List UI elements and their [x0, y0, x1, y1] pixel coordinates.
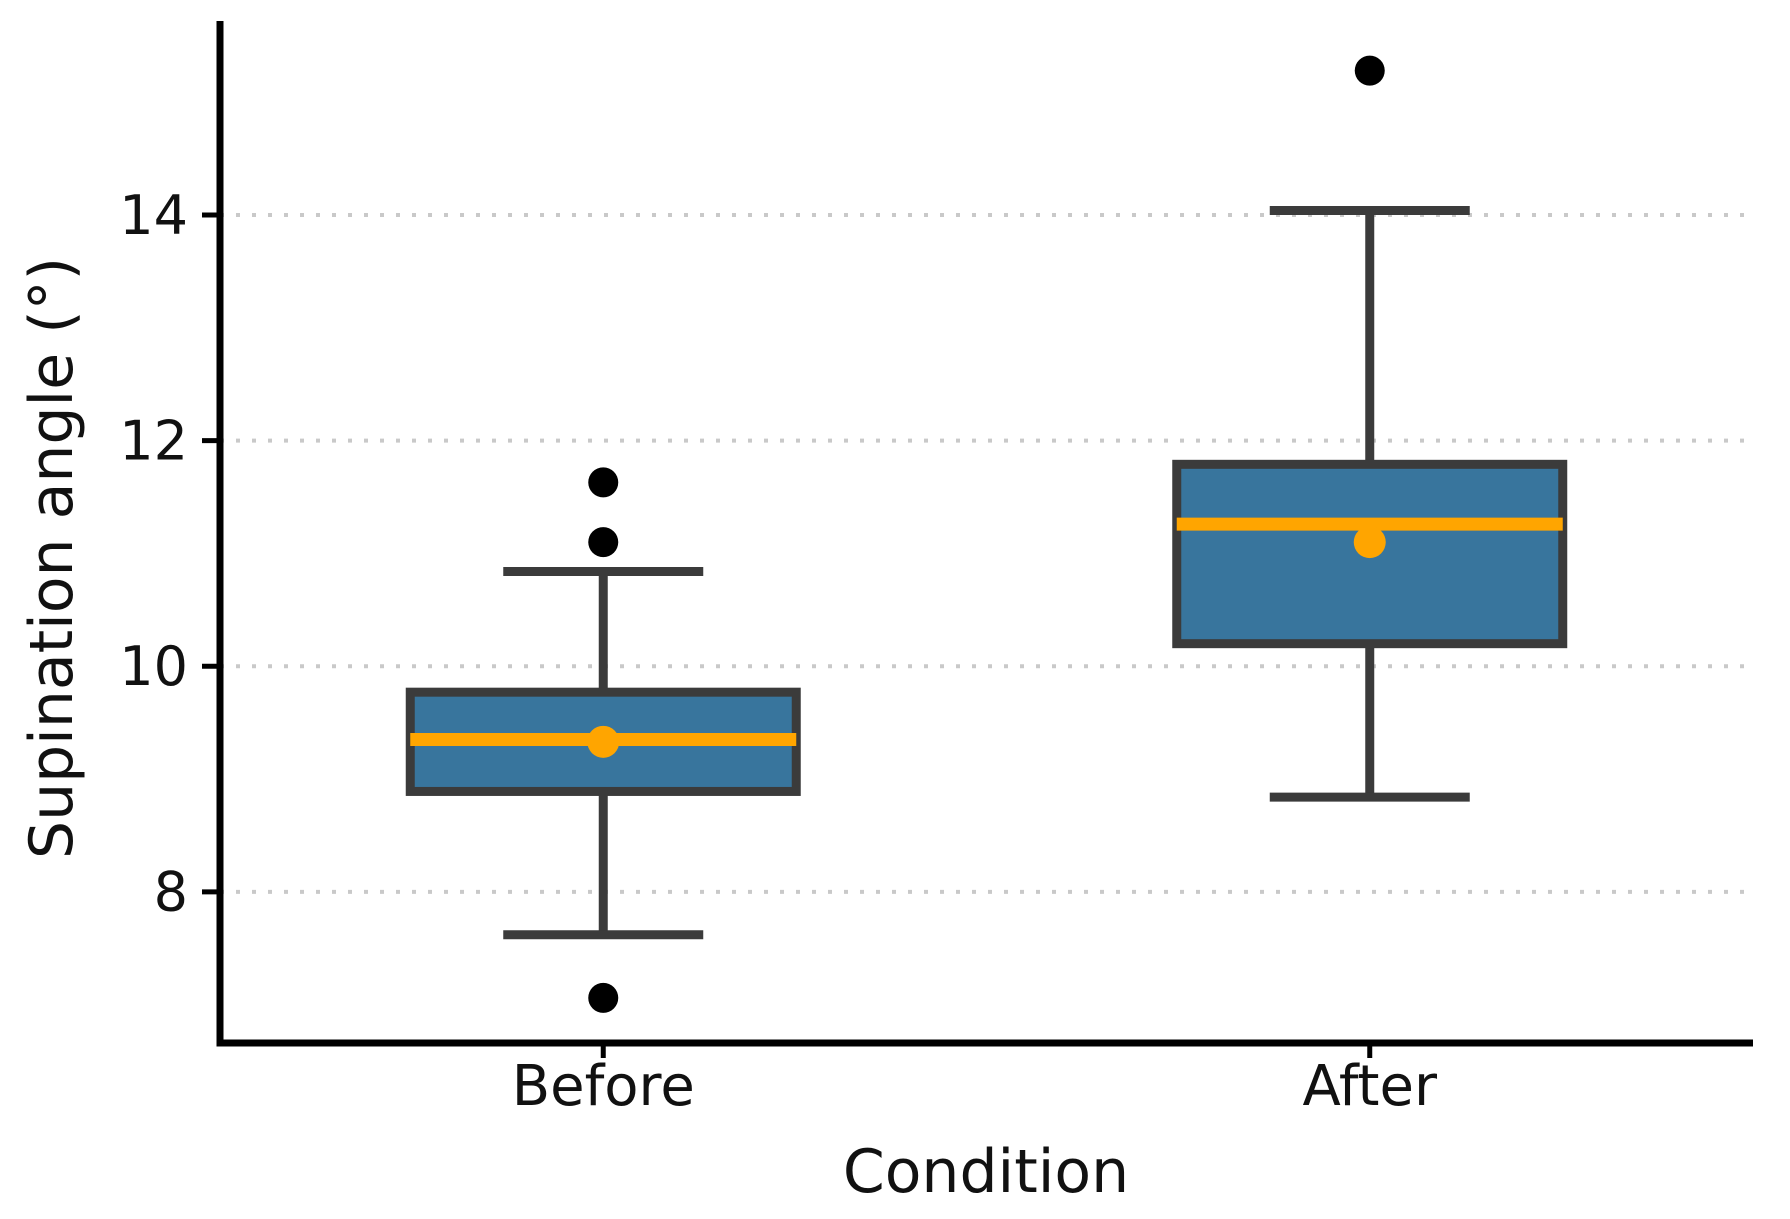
outlier-marker	[588, 527, 619, 558]
box-group-after	[1172, 55, 1568, 802]
axis-spines	[216, 21, 1753, 1047]
y-axis-ticks: 8 10 12 14	[119, 184, 220, 924]
mean-marker	[1353, 526, 1386, 559]
x-tick-label-before: Before	[512, 1054, 695, 1119]
y-tick-label: 14	[119, 184, 188, 247]
outlier-marker	[588, 467, 619, 498]
y-tick-label: 8	[154, 861, 188, 924]
y-tick-label: 10	[119, 635, 188, 698]
mean-marker	[587, 725, 620, 758]
outlier-marker	[1354, 55, 1385, 86]
y-axis-label: Supination angle (°)	[17, 257, 87, 859]
outlier-marker	[588, 982, 619, 1013]
x-tick-label-after: After	[1303, 1054, 1438, 1119]
x-axis-ticks: Before After	[512, 1043, 1438, 1119]
box-group-before	[405, 467, 801, 1013]
x-axis-label: Condition	[843, 1137, 1129, 1207]
y-tick-label: 12	[119, 410, 188, 473]
box-series	[405, 55, 1568, 1013]
